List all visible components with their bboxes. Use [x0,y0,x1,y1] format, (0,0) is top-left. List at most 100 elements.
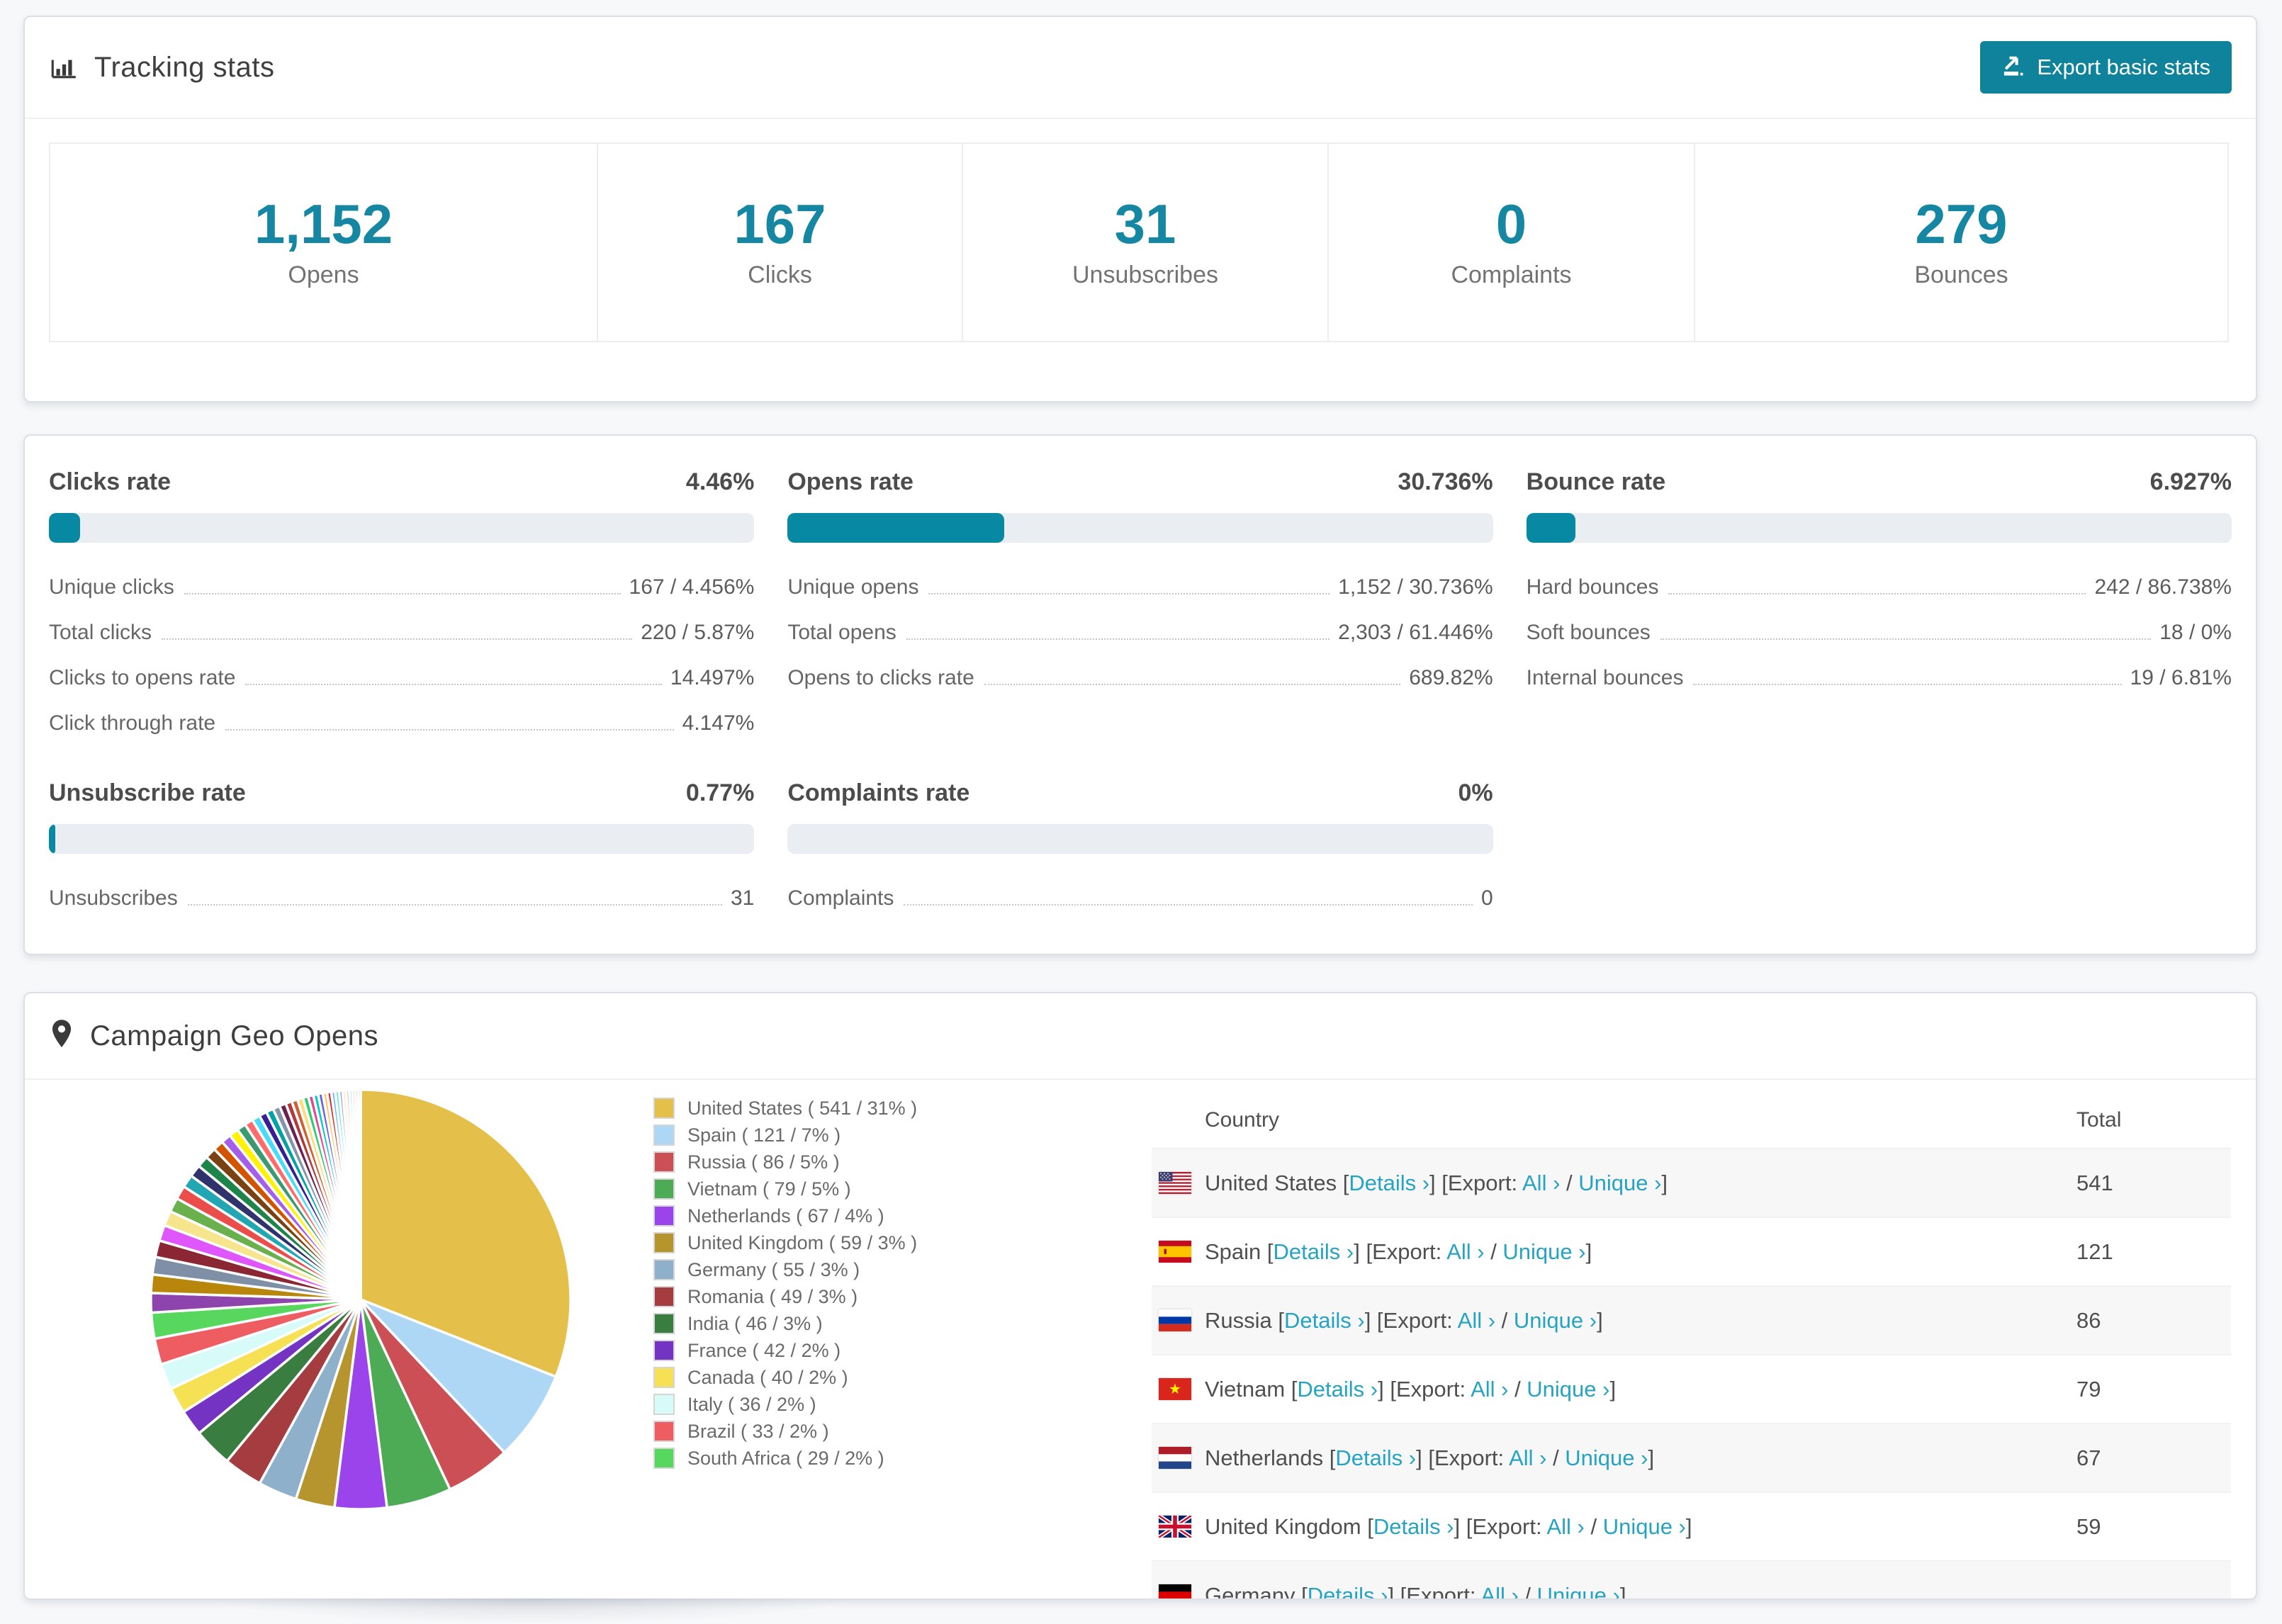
legend-item-south-africa: South Africa ( 29 / 2% ) [653,1445,917,1472]
legend-label: Brazil ( 33 / 2% ) [687,1420,829,1442]
rate-detail-label: Soft bounces [1526,621,1651,644]
country-cell: Germany [Details ›] [Export: All › / Uni… [1152,1582,2076,1600]
progress-bar [787,824,1493,854]
export-all-link[interactable]: All › [1522,1170,1561,1195]
country-name: Spain [1205,1239,1267,1264]
details-link[interactable]: Details › [1335,1445,1417,1470]
legend-item-canada: Canada ( 40 / 2% ) [653,1364,917,1391]
pie-slice-other [356,1088,362,1300]
rate-section-clicks-rate: Clicks rate 4.46% Unique clicks 167 / 4.456… [49,468,755,735]
stat-opens: 1,152 Opens [49,142,598,342]
export-unique-link[interactable]: Unique › [1565,1445,1648,1470]
export-unique-link[interactable]: Unique › [1578,1170,1662,1195]
rate-section-complaints-rate: Complaints rate 0% Complaints 0 [787,779,1493,910]
stat-value: 279 [1915,192,2008,255]
total-cell: 86 [2076,1307,2101,1333]
rate-detail-value: 2,303 / 61.446% [1338,621,1493,644]
legend-label: India ( 46 / 3% ) [687,1312,823,1334]
rate-detail-label: Clicks to opens rate [49,666,236,689]
legend-item-russia: Russia ( 86 / 5% ) [653,1149,917,1175]
rate-detail-row: Total opens 2,303 / 61.446% [787,621,1493,645]
column-header-total: Total [2076,1108,2122,1132]
stat-value: 0 [1495,192,1527,255]
country-name: Netherlands [1205,1445,1330,1470]
dotted-leader [184,593,621,594]
link-bracket-text: ] [1619,1582,1626,1600]
stat-clicks: 167 Clicks [597,142,963,342]
link-bracket-text: ] [1609,1376,1617,1402]
legend-item-brazil: Brazil ( 33 / 2% ) [653,1418,917,1445]
export-unique-link[interactable]: Unique › [1502,1239,1586,1264]
table-row-vietnam: Vietnam [Details ›] [Export: All › / Uni… [1152,1354,2231,1423]
legend-label: United Kingdom ( 59 / 3% ) [687,1231,918,1253]
rate-detail-row: Hard bounces 242 / 86.738% [1527,575,2232,599]
details-link[interactable]: Details › [1373,1513,1454,1539]
export-all-link[interactable]: All › [1471,1376,1509,1402]
link-bracket-text: ] [1597,1307,1603,1333]
legend-label: Spain ( 121 / 7% ) [687,1124,841,1146]
campaign-geo-opens-card: Campaign Geo Opens United States ( 541 /… [23,992,2257,1600]
export-all-link[interactable]: All › [1457,1307,1496,1333]
page-title: Tracking stats [94,51,275,83]
stat-label: Unsubscribes [1072,261,1218,289]
details-link[interactable]: Details › [1307,1582,1388,1600]
legend-label: Germany ( 55 / 3% ) [687,1258,860,1280]
column-header-country: Country [1205,1108,1280,1132]
legend-item-romania: Romania ( 49 / 3% ) [653,1283,917,1310]
stat-bounces: 279 Bounces [1694,142,2229,342]
rates-grid: Clicks rate 4.46% Unique clicks 167 / 4.456… [49,468,2232,910]
export-all-link[interactable]: All › [1480,1582,1519,1600]
flag-de-icon [1159,1584,1191,1598]
rates-card: Clicks rate 4.46% Unique clicks 167 / 4.456… [23,434,2257,955]
rate-title-row: Complaints rate 0% [787,779,1493,807]
rate-detail-row: Opens to clicks rate 689.82% [787,666,1493,690]
export-icon [2001,52,2025,82]
legend-item-france: France ( 42 / 2% ) [653,1337,917,1364]
export-unique-link[interactable]: Unique › [1527,1376,1610,1402]
legend-item-italy: Italy ( 36 / 2% ) [653,1391,917,1418]
country-cell: Vietnam [Details ›] [Export: All › / Uni… [1152,1377,2076,1402]
geo-section-title: Campaign Geo Opens [90,1020,379,1051]
link-bracket-text: ] [1648,1445,1655,1470]
rate-detail-row: Unique clicks 167 / 4.456% [49,575,754,599]
geo-pie-chart [145,1083,577,1516]
rate-detail-row: Total clicks 220 / 5.87% [49,621,754,645]
export-all-link[interactable]: All › [1446,1239,1485,1264]
link-bracket-text: [ [1291,1376,1298,1402]
export-all-link[interactable]: All › [1509,1445,1547,1470]
link-bracket-text: / [1518,1582,1537,1600]
rate-detail-label: Unique opens [787,575,919,599]
link-bracket-text: ] [Export: [1364,1307,1458,1333]
rate-detail-row: Soft bounces 18 / 0% [1527,621,2232,645]
export-all-link[interactable]: All › [1546,1513,1585,1539]
rate-detail-value: 0 [1480,886,1493,910]
rate-detail-row: Internal bounces 19 / 6.81% [1527,666,2232,690]
total-cell: 59 [2076,1513,2101,1539]
export-unique-link[interactable]: Unique › [1602,1513,1686,1539]
details-link[interactable]: Details › [1273,1239,1354,1264]
table-row-united-kingdom: United Kingdom [Details ›] [Export: All … [1152,1492,2231,1560]
progress-bar [49,824,755,854]
link-bracket-text: / [1560,1170,1579,1195]
link-bracket-text: / [1484,1239,1503,1264]
details-link[interactable]: Details › [1297,1376,1378,1402]
details-link[interactable]: Details › [1349,1170,1430,1195]
export-unique-link[interactable]: Unique › [1536,1582,1620,1600]
export-unique-link[interactable]: Unique › [1513,1307,1597,1333]
dotted-leader [187,904,722,906]
geo-pie-legend: United States ( 541 / 31% ) Spain ( 121 /… [653,1095,917,1472]
link-bracket-text: ] [1685,1513,1692,1539]
legend-swatch [653,1259,675,1280]
legend-swatch [653,1098,675,1119]
summary-stats-row: 1,152 Opens 167 Clicks 31 Unsubscribes 0 Compla… [49,142,2232,342]
total-cell: 67 [2076,1445,2101,1470]
stat-complaints: 0 Complaints [1327,142,1695,342]
link-bracket-text: ] [1585,1239,1592,1264]
rate-percent: 30.736% [1398,468,1493,495]
country-cell: United Kingdom [Details ›] [Export: All … [1152,1514,2076,1540]
legend-swatch [653,1178,675,1200]
legend-label: France ( 42 / 2% ) [687,1339,841,1361]
export-basic-stats-button[interactable]: Export basic stats [1980,41,2232,94]
link-bracket-text: ] [Export: [1378,1376,1471,1402]
details-link[interactable]: Details › [1284,1307,1365,1333]
